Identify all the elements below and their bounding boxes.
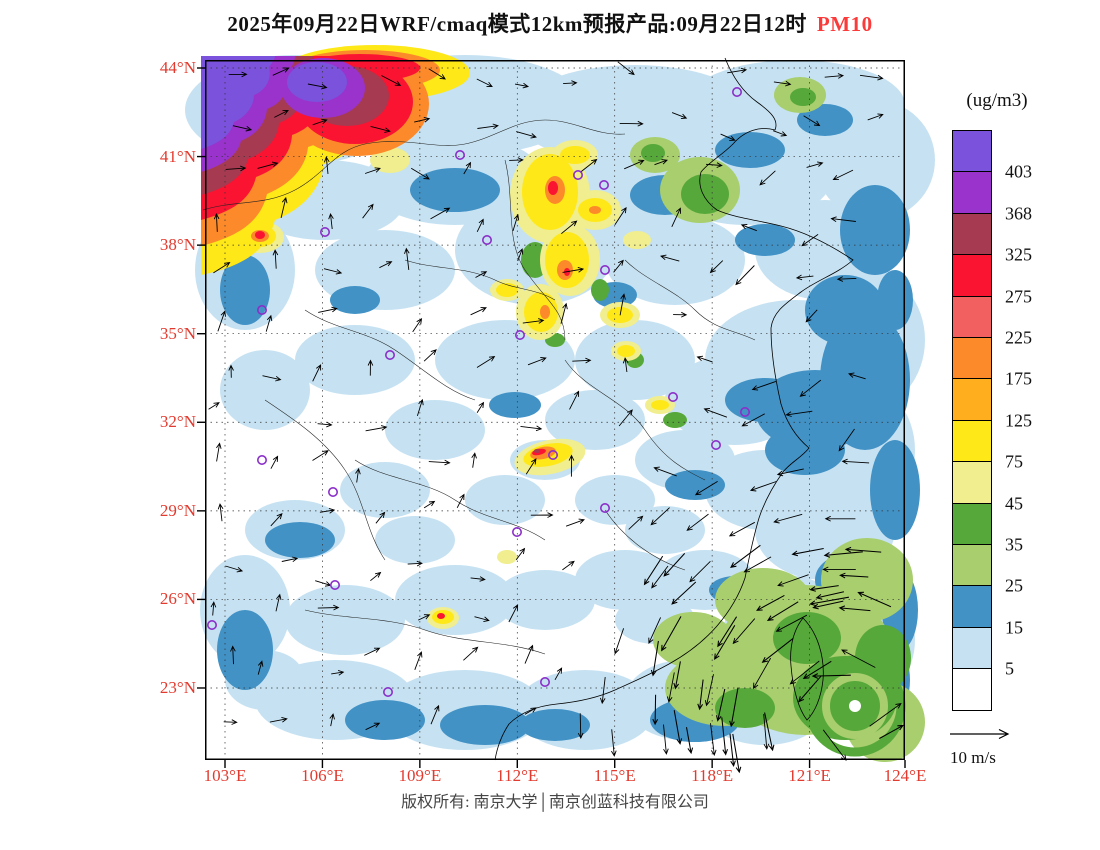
legend-swatches [953,131,991,711]
legend-swatch [953,213,991,256]
lat-label: 26°N [159,589,196,609]
station-marker [320,227,331,238]
station-marker [330,579,341,590]
legend-swatch [953,669,991,711]
legend-swatch [953,296,991,338]
legend-swatch [953,420,991,463]
longitude-axis: 103°E 106°E 109°E 112°E 115°E 118°E 121°E 124°E [0,766,1100,790]
station-marker [572,170,583,181]
lat-label: 32°N [159,412,196,432]
station-markers [207,86,750,697]
legend-level-label: 5 [1005,658,1014,679]
station-marker [710,439,721,450]
legend-level-label: 225 [1005,327,1032,348]
lat-label: 41°N [159,146,196,166]
legend-swatch [953,544,991,587]
lon-label: 109°E [398,766,442,785]
graticule-gridlines [205,60,905,760]
title-text: 2025年09月22日WRF/cmaq模式12km预报产品:09月22日12时 [227,12,807,36]
legend-swatch [953,627,991,670]
station-marker [599,502,610,513]
station-marker [598,180,609,191]
lat-label: 35°N [159,323,196,343]
legend-level-label: 325 [1005,244,1032,265]
legend-level-label: 75 [1005,451,1023,472]
legend-swatch [953,503,991,545]
station-marker [514,329,525,340]
wind-arrows [208,61,904,774]
station-marker [328,486,339,497]
station-marker [599,265,610,276]
lon-label: 112°E [496,766,539,785]
legend-swatch [953,586,991,628]
legend-swatch [953,462,991,504]
station-marker [481,235,492,246]
legend-colorbar: 403 368 325 275 225 175 125 75 45 35 25 15 5 [952,130,1032,712]
latitude-axis: 44°N 41°N 38°N 35°N 32°N 29°N 26°N 23°N [128,0,196,850]
lat-label: 38°N [159,235,196,255]
wind-reference: 10 m/s [948,726,1098,768]
legend-level-label: 368 [1005,203,1032,224]
legend-level-label: 125 [1005,410,1032,431]
pollutant-label: PM10 [816,12,873,36]
station-marker [667,391,678,402]
legend-swatch [953,172,991,214]
typhoon-outer-ring [804,655,906,757]
legend-swatch [953,131,991,173]
lon-label: 121°E [788,766,831,785]
legend-level-label: 403 [1005,161,1032,182]
page-title: 2025年09月22日WRF/cmaq模式12km预报产品:09月22日12时 P… [0,8,1100,38]
legend-unit-label: (ug/m3) [966,90,1028,111]
lon-label: 103°E [203,766,247,785]
station-marker [256,305,267,316]
lon-label: 118°E [691,766,734,785]
map-border [205,60,905,760]
lon-label: 115°E [593,766,636,785]
legend-level-label: 35 [1005,534,1023,555]
legend-swatch [953,379,991,421]
station-marker [256,454,267,465]
lon-label: 124°E [883,766,927,785]
station-marker [731,86,742,97]
station-marker [739,406,750,417]
lat-label: 23°N [159,677,196,697]
legend-swatch [953,255,991,297]
station-marker [383,686,394,697]
station-marker [511,526,522,537]
legend-level-label: 45 [1005,493,1023,514]
map-panel [185,45,935,774]
wind-reference-label: 10 m/s [950,748,996,767]
lat-label: 44°N [159,58,196,77]
station-marker [547,449,558,460]
legend-level-label: 275 [1005,286,1032,307]
station-marker [207,619,217,630]
wind-reference-arrow-icon [950,728,1010,740]
station-marker [385,349,396,360]
coastlines-borders [202,57,854,761]
copyright-footer: 版权所有: 南京大学│南京创蓝科技有限公司 [401,794,709,811]
station-marker [539,676,550,687]
station-marker [455,150,466,161]
legend-level-label: 175 [1005,368,1032,389]
legend-swatch [953,337,991,380]
forecast-map-svg [185,45,935,774]
axis-ticks [197,67,906,768]
lat-label: 29°N [159,500,196,520]
pm10-field [185,45,935,762]
lon-label: 106°E [301,766,344,785]
legend-level-label: 15 [1005,617,1023,638]
legend-level-label: 25 [1005,575,1023,596]
